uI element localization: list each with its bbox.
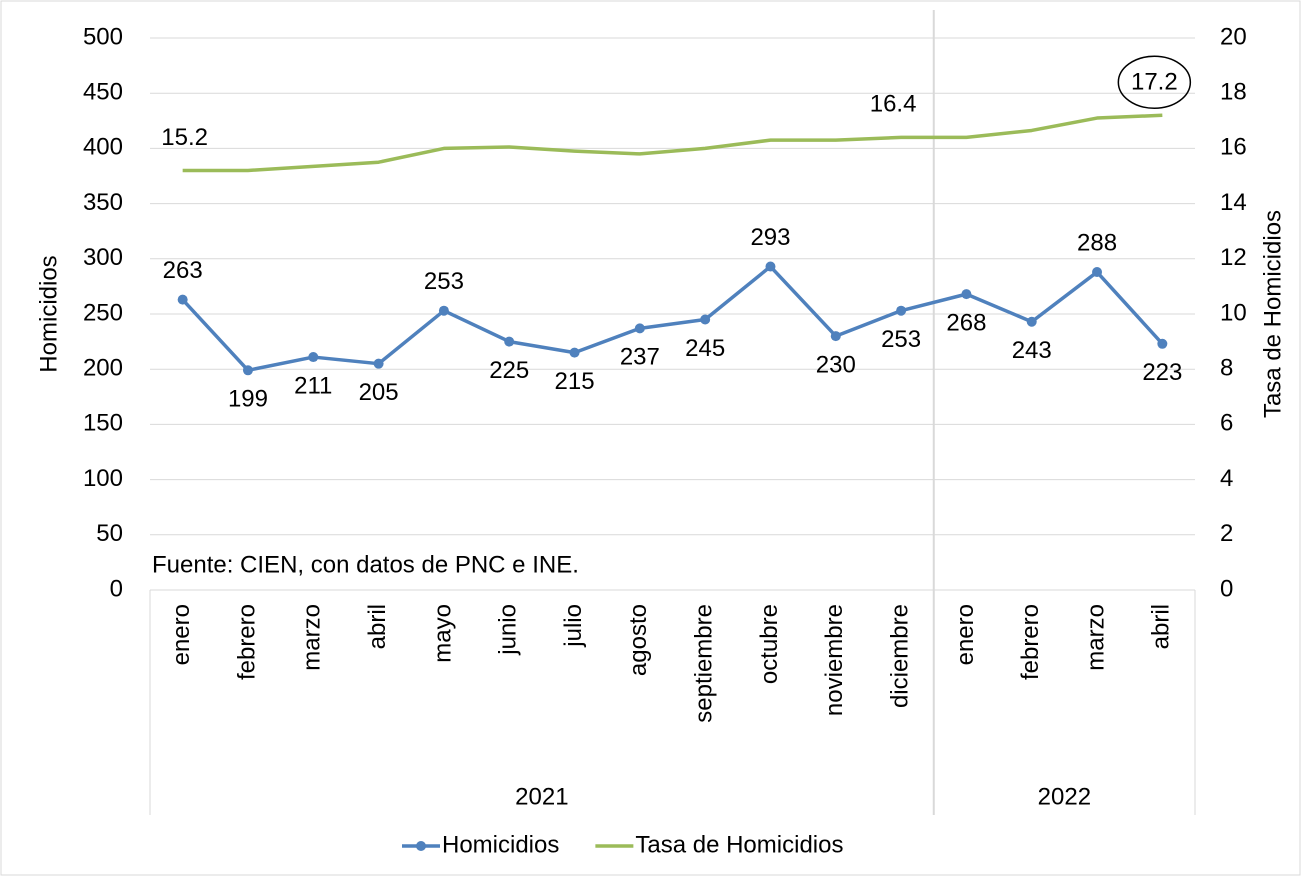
data-label: 16.4 — [870, 91, 917, 118]
data-point — [700, 314, 711, 325]
x-tick-label: septiembre — [691, 604, 718, 723]
x-tick-label: noviembre — [821, 604, 848, 716]
data-point — [1026, 316, 1037, 327]
group-label: 2022 — [1038, 783, 1091, 810]
data-label: 205 — [359, 379, 399, 406]
data-label: 243 — [1012, 337, 1052, 364]
data-label: 253 — [424, 268, 464, 295]
y-axis-title: Homicidios — [35, 255, 62, 372]
data-label: 245 — [685, 335, 725, 362]
data-point — [504, 336, 515, 347]
x-tick-label: mayo — [429, 604, 456, 663]
data-point — [896, 305, 907, 316]
data-label: 225 — [489, 357, 529, 384]
y-tick-label: 50 — [96, 520, 123, 547]
data-label: 199 — [228, 386, 268, 413]
y-tick-label: 450 — [83, 79, 123, 106]
x-tick-label: junio — [495, 604, 522, 656]
y2-tick-label: 20 — [1220, 23, 1247, 50]
x-tick-label: octubre — [756, 604, 783, 684]
y2-axis-title: Tasa de Homicidios — [1259, 210, 1286, 418]
data-label: 253 — [881, 326, 921, 353]
x-tick-label: abril — [364, 604, 391, 649]
x-tick-label: enero — [168, 604, 195, 665]
y2-tick-label: 8 — [1220, 355, 1233, 382]
data-label: 237 — [620, 344, 660, 371]
y2-tick-label: 12 — [1220, 244, 1247, 271]
data-point — [961, 289, 972, 300]
data-label: 230 — [816, 351, 856, 378]
y2-tick-label: 18 — [1220, 79, 1247, 106]
data-point — [242, 365, 253, 376]
y2-tick-label: 2 — [1220, 520, 1233, 547]
data-label: 17.2 — [1131, 69, 1178, 96]
y-tick-label: 0 — [110, 575, 123, 602]
x-tick-label: marzo — [299, 604, 326, 671]
data-point — [308, 352, 319, 363]
y-tick-label: 250 — [83, 299, 123, 326]
x-tick-label: agosto — [625, 604, 652, 676]
data-label: 215 — [555, 368, 595, 395]
x-tick-label: enero — [952, 604, 979, 665]
data-point — [177, 294, 188, 305]
data-point — [373, 358, 384, 369]
y2-tick-label: 0 — [1220, 575, 1233, 602]
y2-tick-label: 14 — [1220, 189, 1247, 216]
data-label: 288 — [1077, 229, 1117, 256]
y-tick-label: 400 — [83, 134, 123, 161]
y2-tick-label: 10 — [1220, 299, 1247, 326]
data-label: 268 — [946, 309, 986, 336]
y-tick-label: 300 — [83, 244, 123, 271]
legend-label: Tasa de Homicidios — [635, 831, 843, 858]
y2-tick-label: 6 — [1220, 410, 1233, 437]
x-tick-label: febrero — [233, 604, 260, 680]
data-label: 293 — [750, 224, 790, 251]
y-tick-label: 500 — [83, 23, 123, 50]
y-tick-label: 200 — [83, 355, 123, 382]
y-tick-label: 150 — [83, 410, 123, 437]
y-tick-label: 100 — [83, 465, 123, 492]
data-label: 15.2 — [161, 124, 208, 151]
y-tick-label: 350 — [83, 189, 123, 216]
x-tick-label: marzo — [1082, 604, 1109, 671]
y2-tick-label: 4 — [1220, 465, 1233, 492]
data-point — [1157, 338, 1168, 349]
legend-label: Homicidios — [442, 831, 559, 858]
data-point — [765, 261, 776, 272]
data-label: 263 — [163, 257, 203, 284]
annotation: Fuente: CIEN, con datos de PNC e INE. — [152, 551, 579, 578]
series-line — [181, 264, 1164, 373]
data-point — [438, 305, 449, 316]
legend-marker — [416, 841, 426, 851]
x-tick-label: diciembre — [886, 604, 913, 708]
x-tick-label: julio — [560, 604, 587, 648]
data-point — [830, 331, 841, 342]
series-line — [182, 113, 1163, 173]
y2-tick-label: 16 — [1220, 134, 1247, 161]
group-label: 2021 — [515, 783, 568, 810]
data-point — [569, 347, 580, 358]
data-label: 211 — [294, 372, 332, 399]
data-point — [634, 323, 645, 334]
x-tick-label: febrero — [1017, 604, 1044, 680]
label-highlight — [1117, 55, 1192, 110]
data-label: 223 — [1142, 359, 1182, 386]
data-point — [1092, 267, 1103, 278]
x-tick-label: abril — [1148, 604, 1175, 649]
